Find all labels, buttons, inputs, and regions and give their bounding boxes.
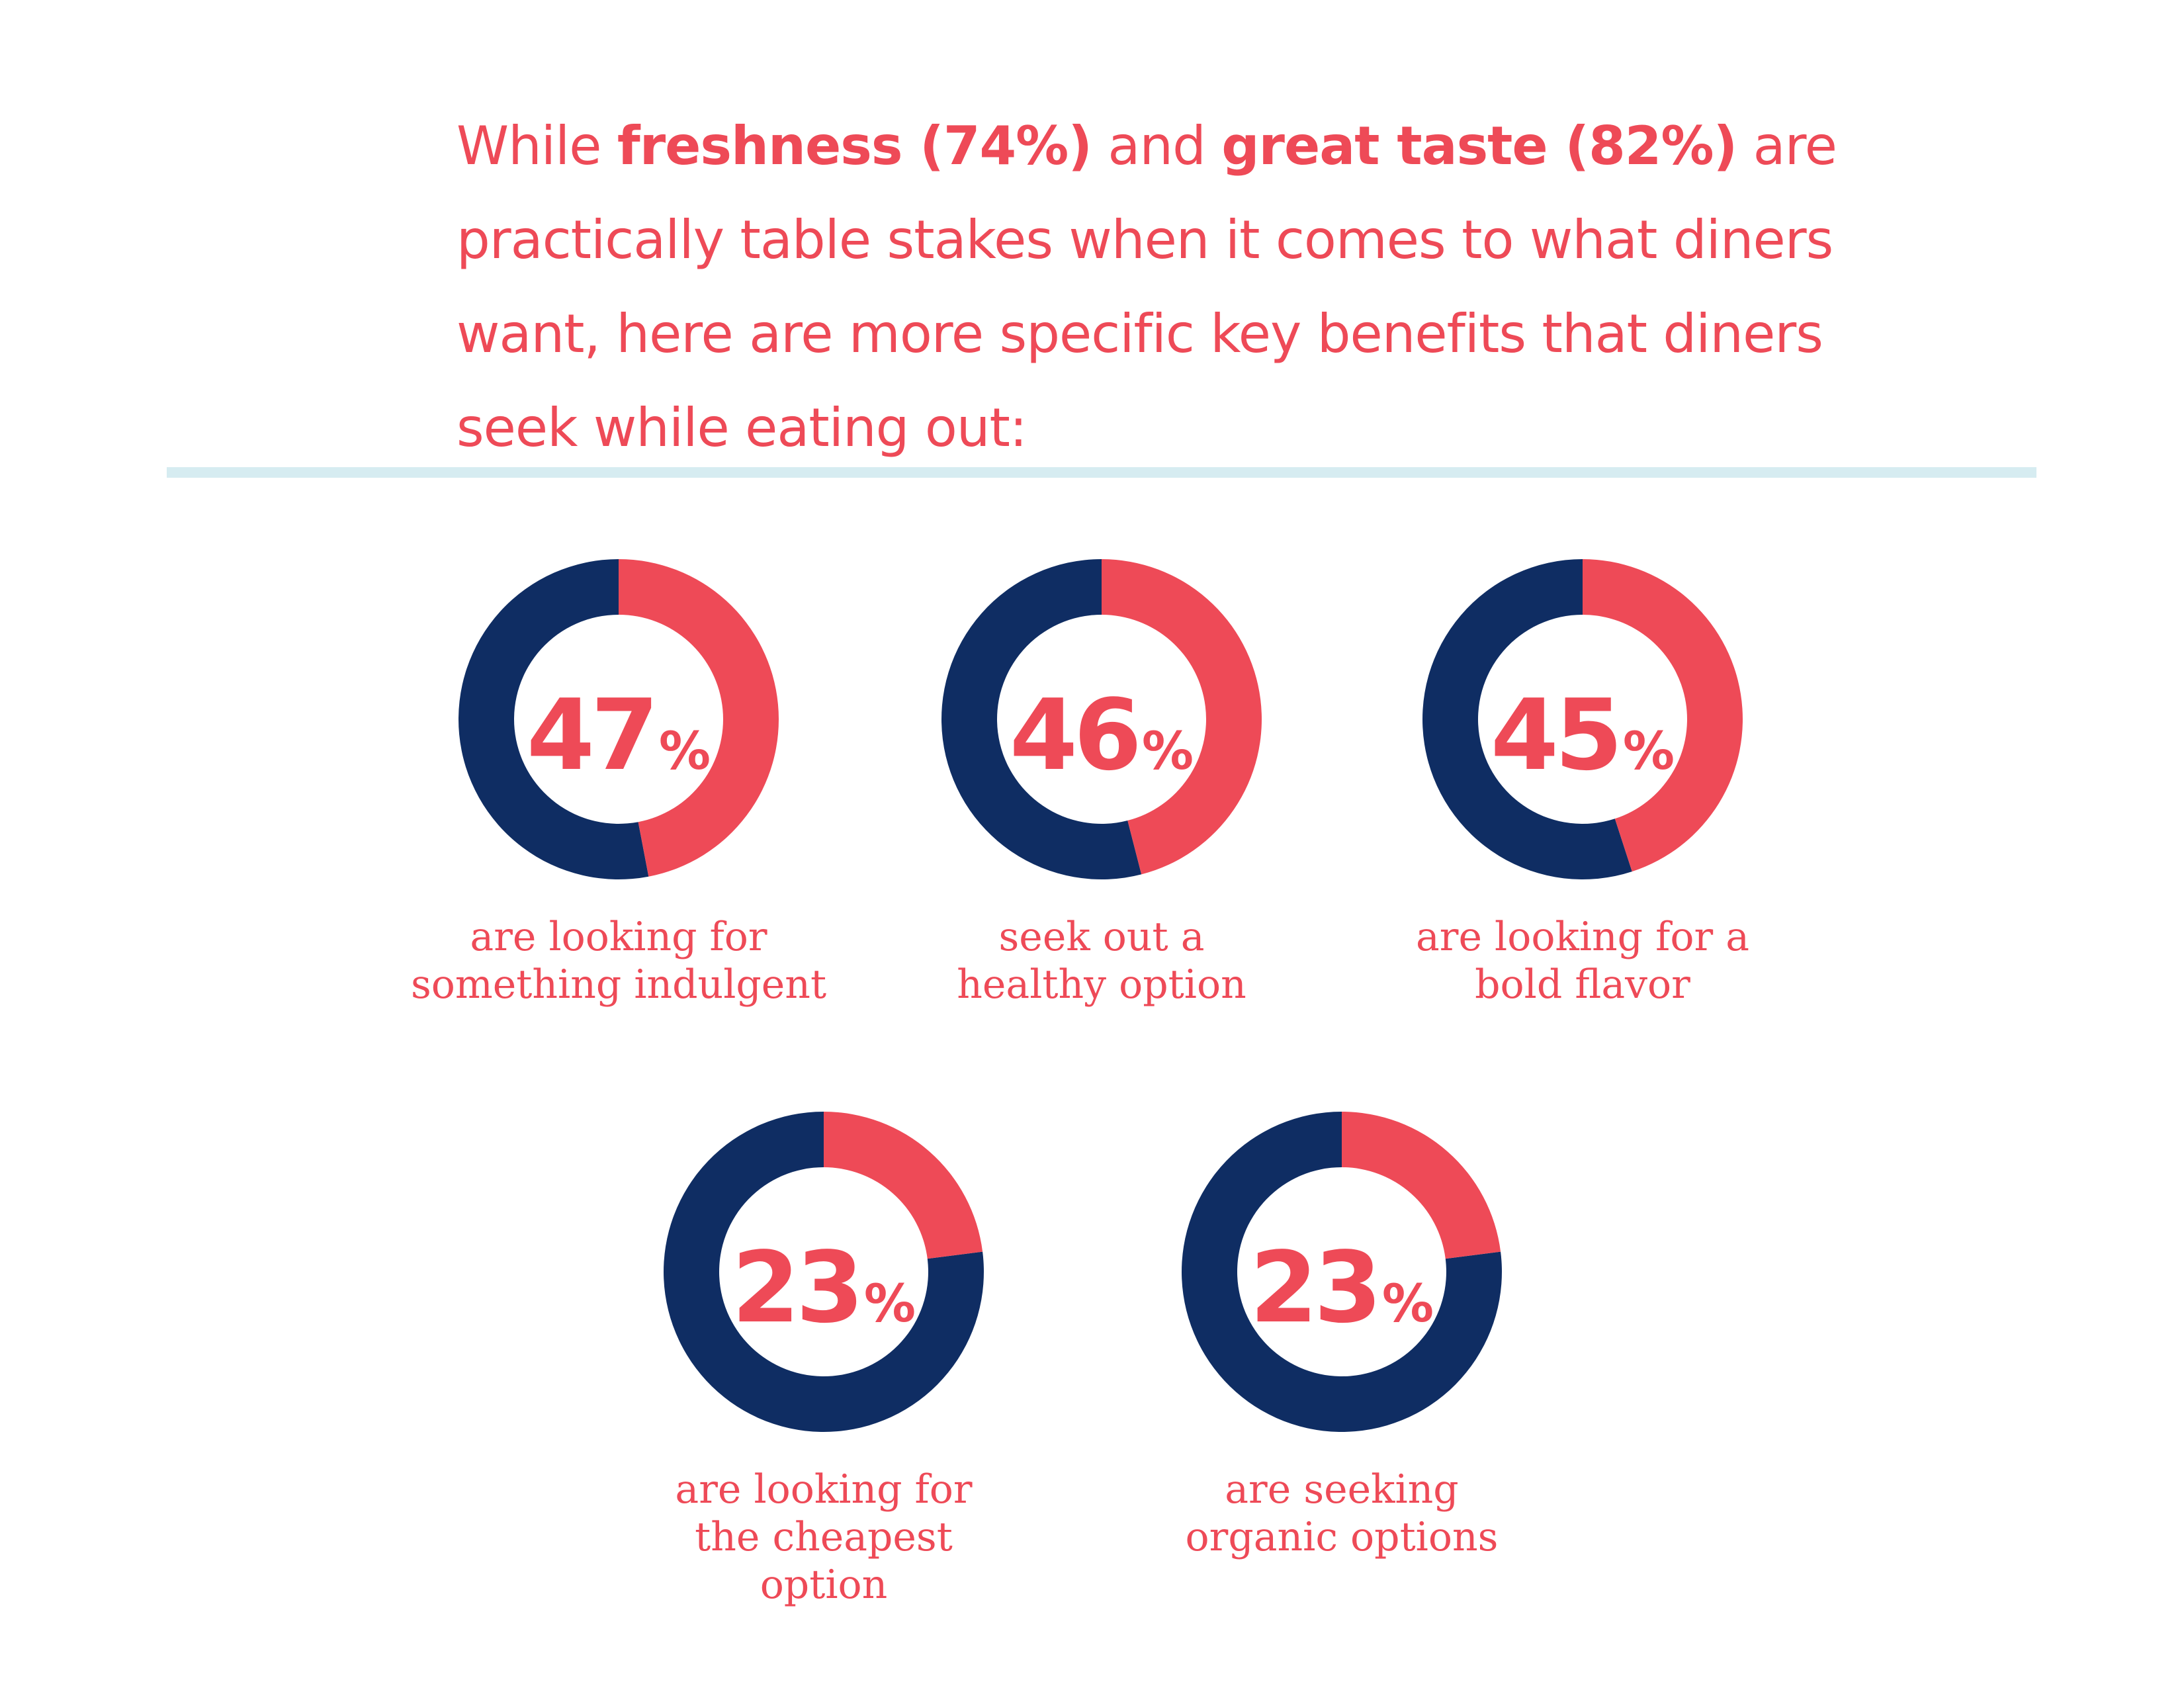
percent-label: 23% [1130, 1231, 1553, 1345]
donut-ring [458, 559, 779, 879]
intro-text: While freshness (74%) and great taste (8… [457, 99, 1872, 475]
percent-symbol: % [1141, 722, 1194, 781]
donut-caption: are seeking organic options [1130, 1466, 1553, 1561]
donut-remainder-slice [458, 559, 649, 879]
donut-ring [1422, 559, 1743, 879]
donut-remainder-slice [664, 1112, 984, 1432]
percent-label: 47% [407, 678, 830, 792]
donut-value-slice [1102, 559, 1262, 875]
donut-value-slice [824, 1112, 983, 1259]
donut-value-slice [1342, 1112, 1501, 1259]
percent-value: 23 [1249, 1231, 1382, 1345]
percent-value: 47 [526, 678, 659, 792]
percent-label: 45% [1371, 678, 1794, 792]
donut-remainder-slice [1422, 559, 1632, 879]
percent-value: 23 [731, 1231, 864, 1345]
caption-line: are looking for [470, 914, 767, 960]
percent-symbol: % [1381, 1274, 1434, 1334]
percent-value: 45 [1490, 678, 1623, 792]
caption-line: bold flavor [1475, 961, 1690, 1008]
percent-label: 46% [890, 678, 1313, 792]
percent-label: 23% [612, 1231, 1035, 1345]
donut-caption: are looking for the cheapest option [612, 1466, 1035, 1609]
donut-remainder-slice [941, 559, 1142, 879]
caption-line: something indulgent [410, 961, 827, 1008]
percent-symbol: % [658, 722, 711, 781]
donut-ring [941, 559, 1262, 879]
intro-highlight-freshness: freshness (74%) [617, 115, 1092, 177]
intro-part-1: While [457, 115, 617, 177]
donut-remainder-slice [1182, 1112, 1502, 1432]
intro-highlight-taste: great taste (82%) [1221, 115, 1737, 177]
caption-line: organic options [1185, 1514, 1499, 1560]
donut-caption: are looking for something indulgent [407, 913, 830, 1008]
percent-value: 46 [1009, 678, 1142, 792]
caption-line: are seeking [1225, 1466, 1459, 1513]
donut-ring [664, 1112, 984, 1432]
intro-part-3: are practically table stakes when it com… [457, 115, 1837, 459]
percent-symbol: % [863, 1274, 916, 1334]
caption-line: seek out a [998, 914, 1205, 960]
caption-line: are looking for [675, 1466, 973, 1513]
donut-caption: seek out a healthy option [890, 913, 1313, 1008]
caption-line: the cheapest [695, 1514, 953, 1560]
donut-value-slice [1583, 559, 1743, 872]
donut-caption: are looking for a bold flavor [1371, 913, 1794, 1008]
caption-line: healthy option [957, 961, 1246, 1008]
intro-part-2: and [1091, 115, 1222, 177]
percent-symbol: % [1622, 722, 1675, 781]
donut-ring [1182, 1112, 1502, 1432]
caption-line: option [760, 1562, 888, 1608]
section-divider [167, 467, 2036, 478]
donut-value-slice [619, 559, 779, 877]
caption-line: are looking for a [1416, 914, 1749, 960]
